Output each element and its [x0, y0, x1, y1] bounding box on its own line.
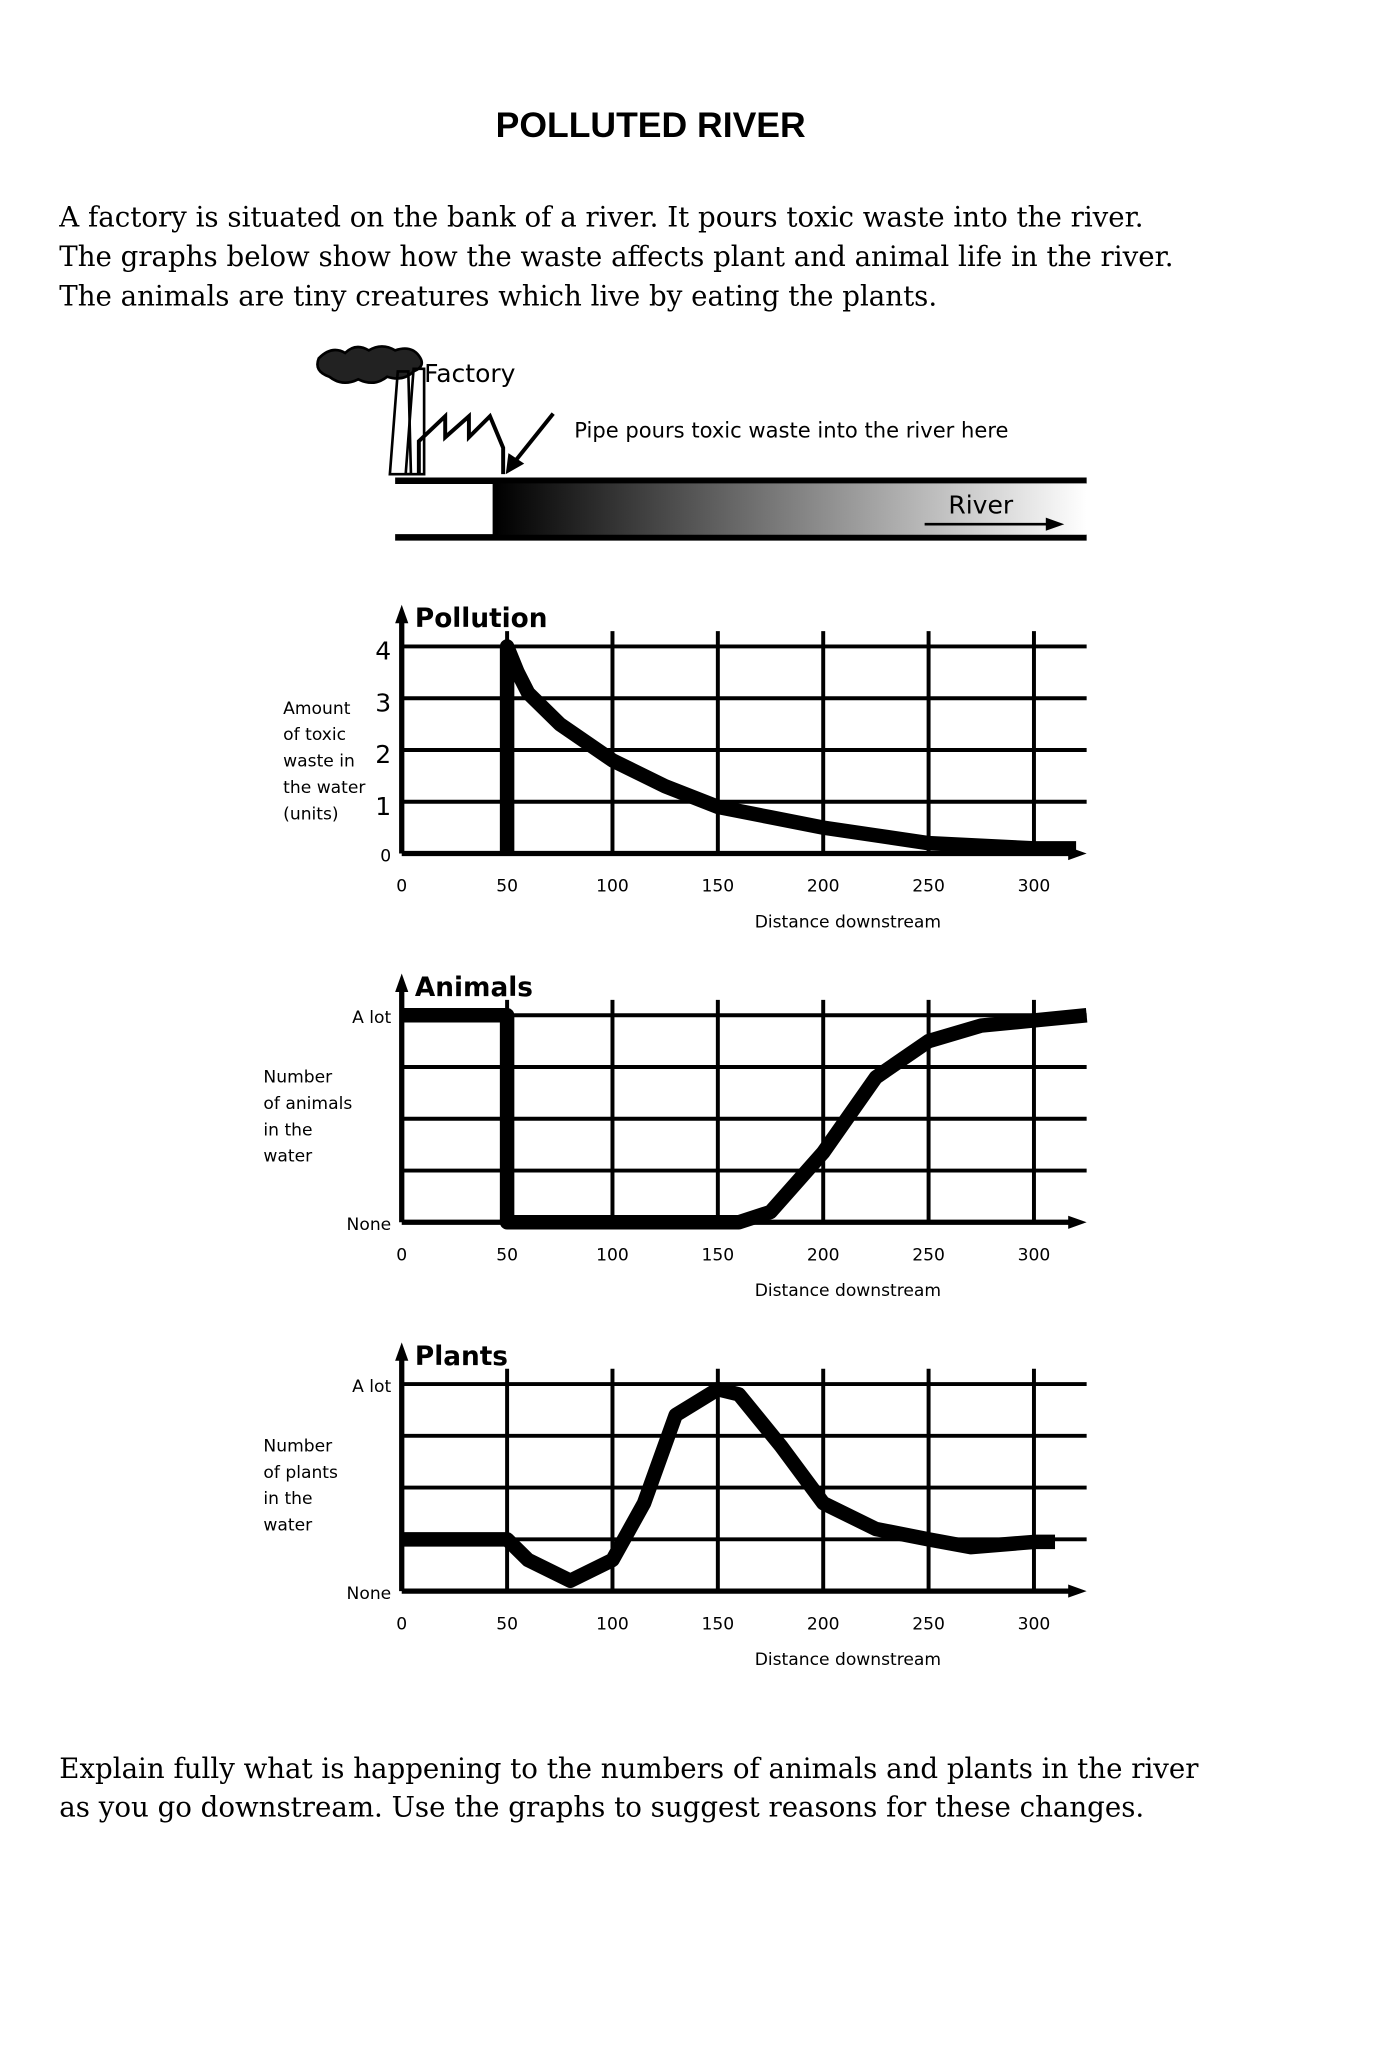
data-line — [499, 639, 1077, 856]
data-line — [401, 1381, 1056, 1588]
y-axis-label: Amount — [283, 699, 351, 719]
y-tick-label: 1 — [375, 792, 391, 821]
y-axis-label: waste in — [283, 752, 355, 772]
y-axis-label: water — [263, 1147, 313, 1167]
y-tick-label: 0 — [380, 846, 391, 866]
question-line: as you go downstream. Use the graphs to … — [59, 1790, 1144, 1823]
x-tick-label: 100 — [596, 877, 629, 897]
y-axis-label: (units) — [283, 804, 338, 824]
pipe-label: Pipe pours toxic waste into the river he… — [574, 417, 1008, 442]
y-axis-label: water — [263, 1516, 313, 1536]
y-axis-label: of animals — [263, 1094, 352, 1114]
x-tick-label: 300 — [1018, 1614, 1051, 1634]
y-tick-label: 2 — [375, 740, 391, 769]
x-axis-label: Distance downstream — [755, 1281, 941, 1301]
x-tick-label: 50 — [496, 1245, 518, 1265]
chart-title: Plants — [415, 1342, 508, 1372]
x-axis-arrow — [1068, 1215, 1087, 1229]
x-tick-label: 250 — [912, 877, 945, 897]
x-tick-label: 150 — [702, 1614, 735, 1634]
x-tick-label: 50 — [496, 877, 518, 897]
y-tick-label: A lot — [352, 1008, 391, 1028]
chart-title: Pollution — [415, 604, 548, 634]
x-tick-label: 100 — [596, 1245, 629, 1265]
chart: 0 50 100 150 200 250 300 None A lot Animals Distan… — [263, 973, 1088, 1301]
smoke — [316, 345, 424, 384]
x-axis-label: Distance downstream — [755, 912, 941, 932]
data-line — [401, 1008, 1088, 1230]
y-axis-label: Number — [263, 1068, 333, 1088]
y-axis-arrow — [395, 973, 409, 993]
x-tick-label: 200 — [807, 877, 840, 897]
y-axis-arrow — [395, 604, 409, 624]
x-tick-label: 100 — [596, 1614, 629, 1634]
x-tick-label: 300 — [1018, 877, 1051, 897]
factory-diagram: Factory Pipe pours toxic waste into the … — [316, 345, 1087, 541]
y-axis-label: in the — [263, 1489, 312, 1509]
chart: 0 50 100 150 200 250 300 None A lot Plants Distanc… — [263, 1342, 1087, 1670]
y-axis-arrow — [395, 1342, 409, 1361]
y-axis-label: in the — [263, 1120, 312, 1140]
river-arrowhead — [1045, 517, 1065, 531]
question-line: Explain fully what is happening to the n… — [59, 1752, 1199, 1785]
pollution-gradient — [495, 483, 1087, 535]
chart-title: Animals — [415, 973, 533, 1003]
x-tick-label: 0 — [396, 1245, 407, 1265]
chart: 0 50 100 150 200 250 300 0 1 2 3 4 Pollution Distance… — [283, 604, 1087, 932]
y-axis-label: of plants — [263, 1463, 338, 1483]
intro-line: A factory is situated on the bank of a r… — [58, 201, 1143, 234]
page-title: POLLUTED RIVER — [496, 105, 806, 145]
pipe-arrowhead — [505, 453, 525, 475]
chimney — [388, 370, 413, 476]
y-tick-label: 3 — [375, 688, 391, 717]
y-axis-label: Number — [263, 1436, 333, 1456]
x-tick-label: 0 — [396, 1614, 407, 1634]
y-tick-label: A lot — [352, 1377, 391, 1397]
x-tick-label: 150 — [702, 877, 735, 897]
x-axis-arrow — [1068, 1584, 1087, 1598]
factory-label: Factory — [424, 359, 516, 388]
x-tick-label: 250 — [912, 1245, 945, 1265]
y-axis-label: the water — [283, 778, 366, 798]
intro-line: The graphs below show how the waste affe… — [59, 240, 1173, 273]
x-tick-label: 200 — [807, 1245, 840, 1265]
x-tick-label: 0 — [396, 877, 407, 897]
x-axis-label: Distance downstream — [755, 1650, 941, 1670]
x-tick-label: 300 — [1018, 1245, 1051, 1265]
x-tick-label: 250 — [912, 1614, 945, 1634]
x-tick-label: 200 — [807, 1614, 840, 1634]
factory-roof — [416, 411, 506, 475]
x-tick-label: 150 — [702, 1245, 735, 1265]
intro-line: The animals are tiny creatures which liv… — [59, 280, 937, 313]
x-tick-label: 50 — [496, 1614, 518, 1634]
y-tick-label: None — [347, 1584, 392, 1604]
y-tick-label: None — [347, 1215, 392, 1235]
y-tick-label: 4 — [375, 637, 391, 666]
y-axis-label: of toxic — [283, 725, 346, 745]
river-label: River — [948, 491, 1014, 520]
pipe-arrow — [509, 412, 555, 468]
